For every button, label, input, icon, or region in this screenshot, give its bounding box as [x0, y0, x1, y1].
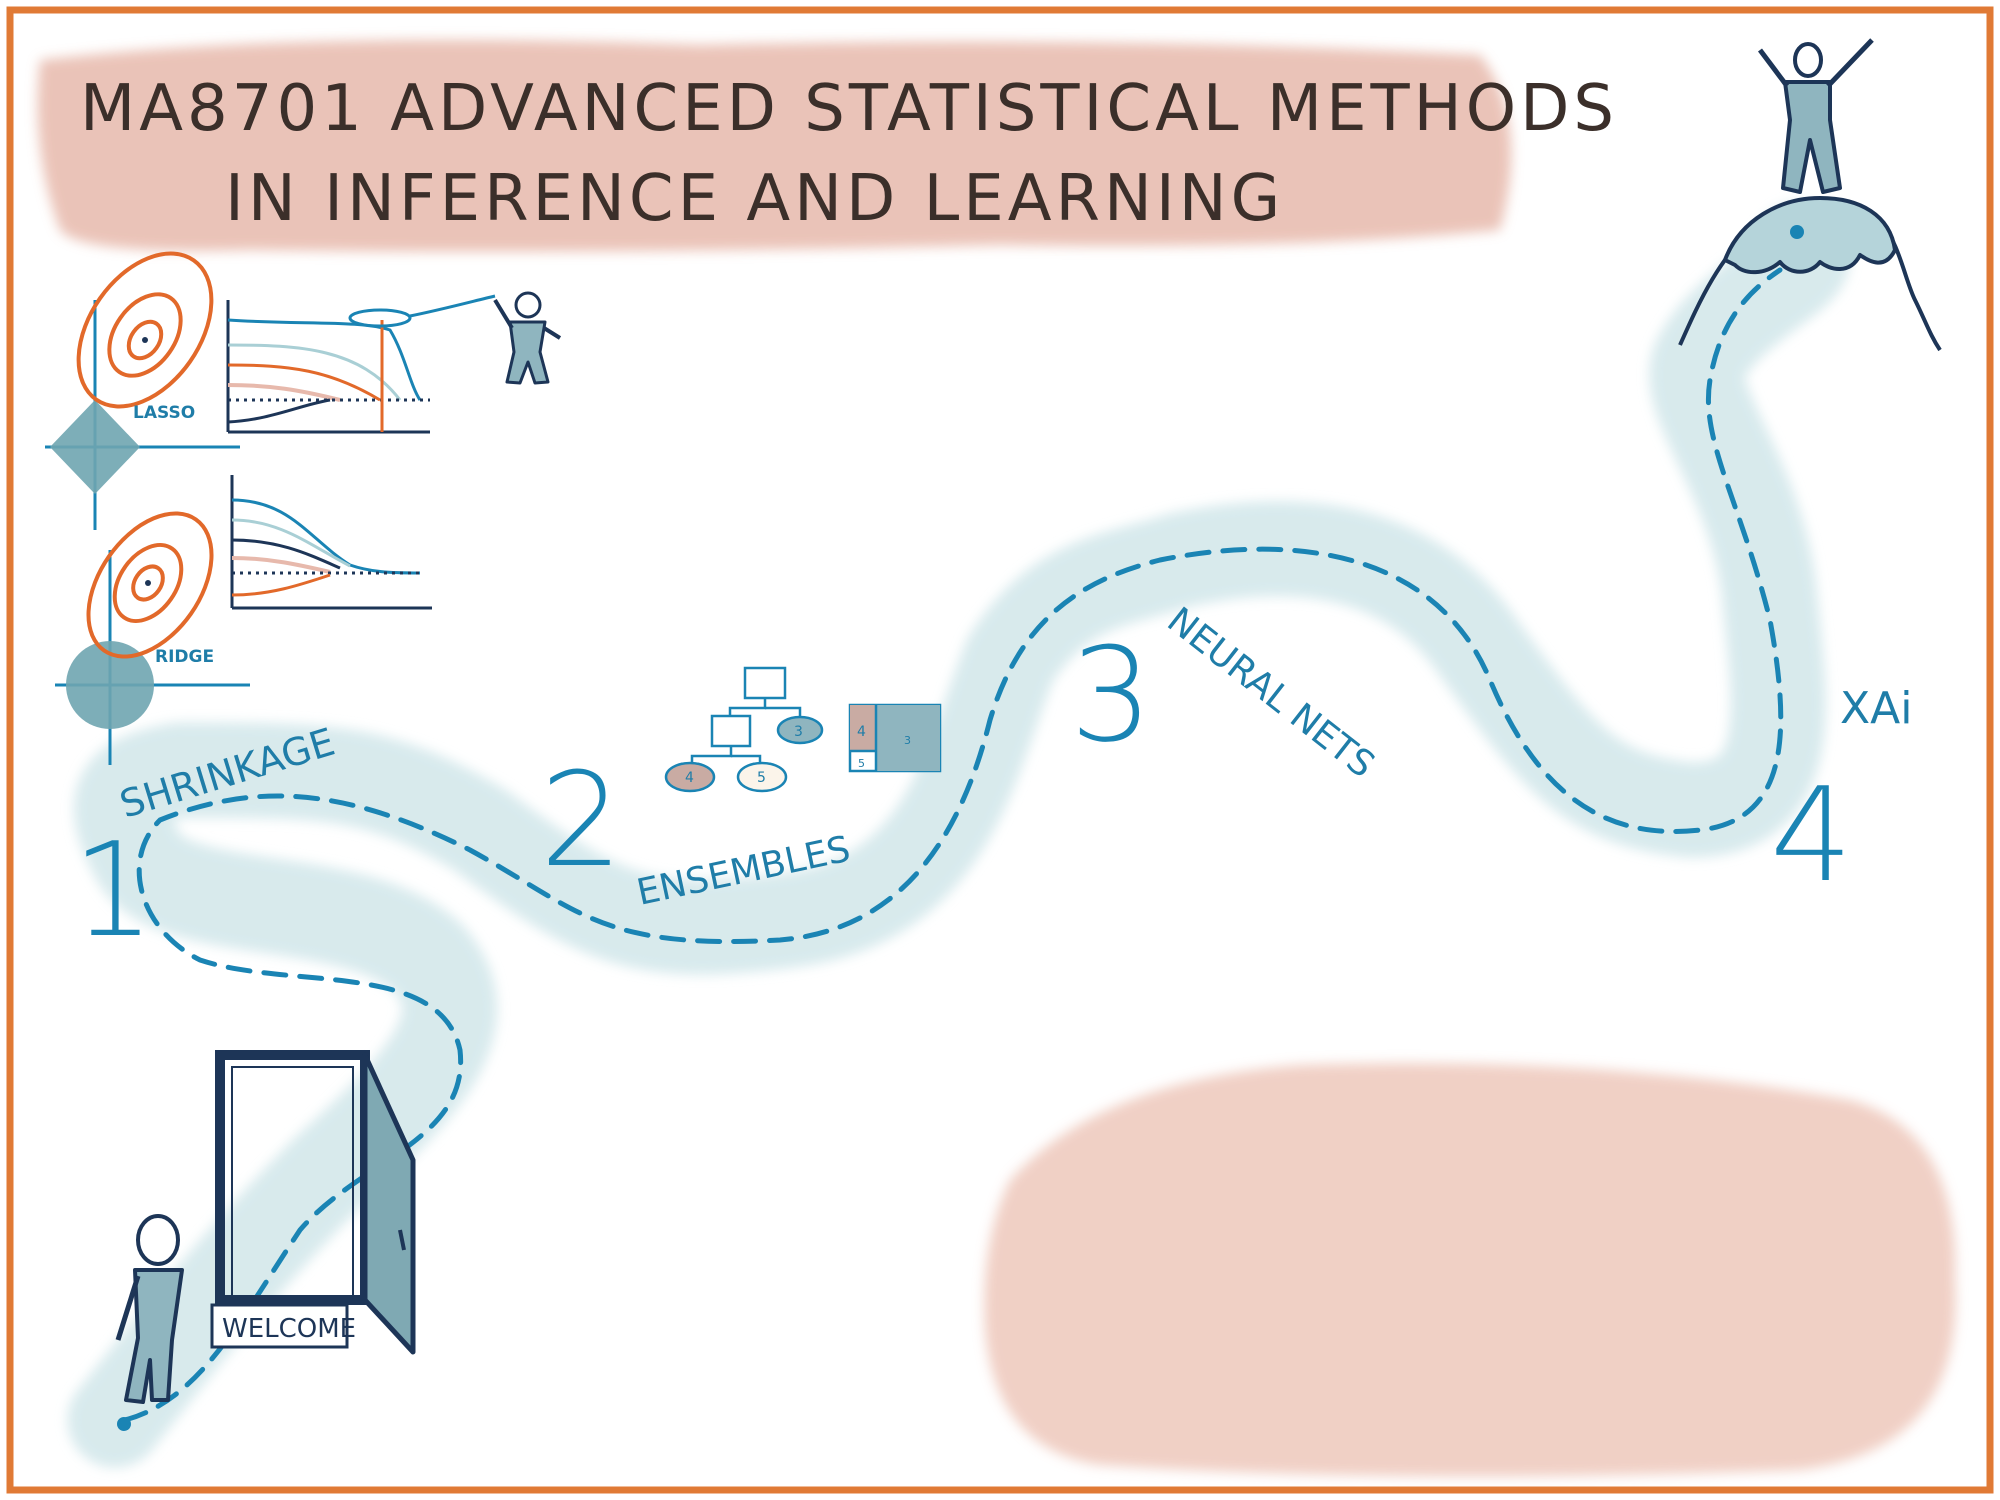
- tree-leaf-b: [664, 761, 716, 793]
- step-4-number: 4: [1770, 759, 1853, 911]
- partition-diagram: 4 3 5: [848, 703, 942, 773]
- welcome-sign-text: WELCOME: [222, 1314, 356, 1344]
- ridge-path-line-4: [231, 556, 331, 574]
- ridge-contour-mid: [112, 543, 184, 623]
- summit-dot: [1790, 225, 1804, 239]
- step-4-label: XAi: [1840, 683, 1912, 734]
- tree-leaf-a: [776, 715, 824, 745]
- ridge-constraint-circle: [66, 641, 154, 729]
- partition-region-b-value: 3: [904, 734, 911, 747]
- dashed-trail: [122, 267, 1784, 1423]
- lasso-diagram: LASSO: [45, 251, 240, 530]
- ridge-path-line-5: [231, 573, 331, 597]
- title-line-1: MA8701 ADVANCED STATISTICAL METHODS: [80, 72, 1618, 146]
- lasso-rope: [409, 294, 496, 318]
- welcome-sign: [210, 1303, 349, 1349]
- door-panel: [362, 1052, 416, 1355]
- lasso-thrower-figure: [493, 291, 562, 385]
- tree-leaf-a-value: 3: [794, 724, 803, 740]
- door-handle: [398, 1229, 406, 1251]
- step-3-number: 3: [1070, 619, 1153, 771]
- lasso-contour-inner: [126, 319, 164, 361]
- partition-region-a: [850, 705, 876, 751]
- tree-leaf-b-value: 4: [685, 770, 694, 786]
- frame-border: [6, 6, 1994, 1494]
- ridge-label: RIDGE: [155, 647, 214, 667]
- partition-region-b: [876, 705, 940, 771]
- tree-root-node: [743, 666, 787, 700]
- tree-diagram: 3 4 5: [664, 666, 824, 793]
- ridge-contour-inner: [131, 564, 165, 602]
- step-3-label: NEURAL NETS: [1159, 600, 1381, 786]
- ridge-path-line-3: [231, 538, 341, 570]
- lasso-contour-mid: [107, 292, 183, 378]
- ridge-path-line-1: [231, 498, 421, 575]
- title-wash: [37, 40, 1512, 252]
- celebrating-figure: [1758, 38, 1874, 194]
- door: WELCOME: [210, 1050, 416, 1355]
- ridge-diagram: RIDGE: [55, 511, 250, 765]
- lasso-lasso-loop: [348, 308, 412, 328]
- partition-region-a-value: 4: [857, 724, 866, 740]
- lasso-constraint-diamond: [50, 400, 140, 494]
- lasso-path-chart: [226, 294, 496, 434]
- door-frame-inner: [231, 1066, 354, 1298]
- lasso-path-line-5: [227, 398, 331, 424]
- mountain-snowcap: [1723, 196, 1897, 275]
- lasso-path-line-3: [227, 363, 381, 402]
- lasso-contour-outer: [76, 251, 214, 409]
- lasso-path-line-4: [227, 383, 341, 402]
- lasso-path-line-2: [227, 343, 402, 401]
- tree-inner-node: [710, 714, 752, 748]
- bottom-wash: [984, 1063, 1956, 1477]
- step-1-number: 1: [72, 814, 155, 966]
- step-2-number: 2: [540, 744, 623, 896]
- tree-leaf-c-value: 5: [757, 770, 766, 786]
- title-line-2: IN INFERENCE AND LEARNING: [225, 162, 1284, 236]
- mountain-peak: [1678, 196, 1942, 352]
- start-dot: [117, 1417, 131, 1431]
- lasso-center-dot: [142, 337, 148, 343]
- lasso-label: LASSO: [133, 403, 195, 423]
- partition-region-c-value: 5: [858, 757, 865, 770]
- ridge-path-line-2: [231, 518, 351, 568]
- ridge-path-chart: [230, 475, 432, 610]
- walking-figure: [115, 1214, 184, 1404]
- ridge-center-dot: [145, 580, 151, 586]
- ridge-contour-outer: [86, 511, 214, 659]
- tree-leaf-c: [736, 761, 788, 793]
